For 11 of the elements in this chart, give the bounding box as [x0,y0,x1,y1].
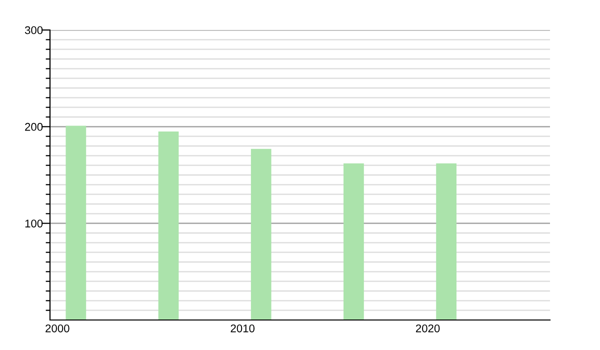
y-tick-label: 100 [25,220,43,228]
y-tick-label: 200 [25,122,43,131]
y-tick-label: 300 [24,26,43,34]
x-tick-label: 2020 [416,324,440,332]
bar [250,148,272,320]
bar [344,163,364,320]
bar [436,163,456,320]
bar [158,132,179,320]
x-tick-label: 2010 [230,324,255,332]
bar [66,126,86,320]
x-tick-label: 2000 [46,324,70,332]
